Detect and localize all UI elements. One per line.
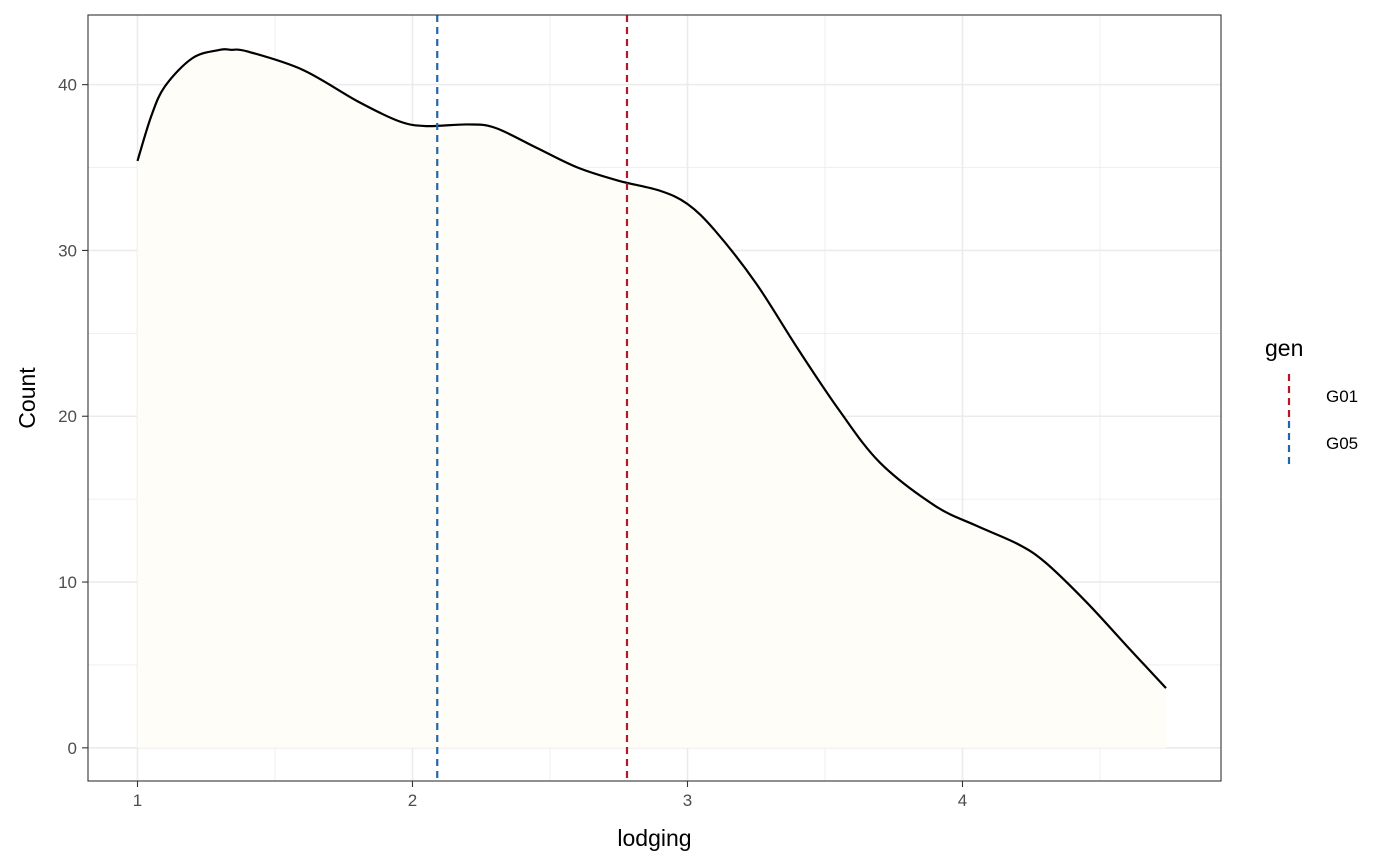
- y-axis-title: Count: [14, 367, 40, 429]
- x-tick-label: 4: [958, 791, 967, 810]
- y-tick-label: 30: [58, 241, 77, 260]
- legend-label-g01: G01: [1326, 387, 1358, 406]
- mean-lines: [436, 15, 629, 781]
- x-tick-label: 3: [683, 791, 692, 810]
- density-area: [136, 48, 1167, 748]
- x-axis-title: lodging: [617, 825, 691, 851]
- y-tick-label: 20: [58, 407, 77, 426]
- density-curve-line: [136, 48, 1167, 689]
- y-tick-label: 10: [58, 573, 77, 592]
- x-tick-label: 1: [133, 791, 142, 810]
- legend-title: gen: [1265, 335, 1303, 361]
- x-tick-label: 2: [408, 791, 417, 810]
- y-axis: 0 10 20 30 40: [58, 76, 88, 758]
- y-tick-label: 0: [68, 739, 77, 758]
- legend-label-g05: G05: [1326, 434, 1358, 453]
- y-tick-label: 40: [58, 76, 77, 95]
- panel-border: [87, 14, 1222, 782]
- x-axis: 1 2 3 4: [133, 781, 967, 810]
- density-fill: [137, 49, 1166, 748]
- legend: gen G01 G05: [1265, 335, 1358, 465]
